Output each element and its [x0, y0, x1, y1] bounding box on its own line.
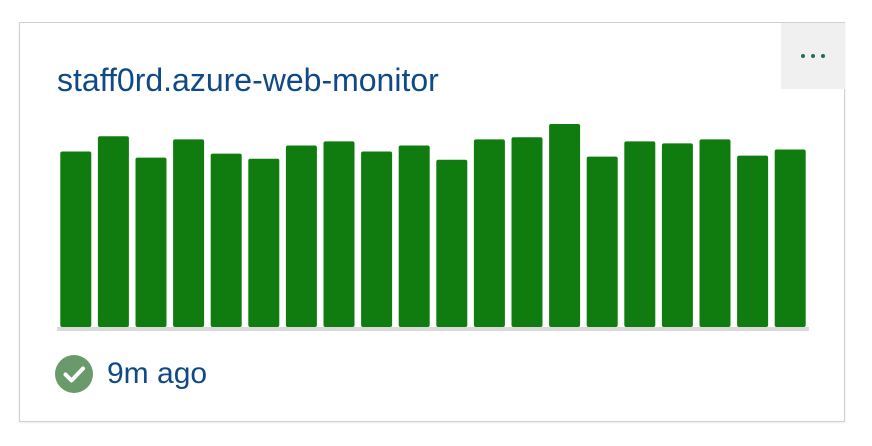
- more-options-button[interactable]: [781, 23, 845, 89]
- chart-bar[interactable]: [323, 141, 355, 327]
- chart-bar[interactable]: [661, 143, 693, 327]
- check-circle-icon: [55, 355, 93, 393]
- more-horizontal-icon: [801, 54, 825, 58]
- dot: [821, 54, 825, 58]
- chart-bar[interactable]: [436, 159, 468, 327]
- status-row: 9m ago: [55, 355, 207, 393]
- chart-bar[interactable]: [549, 124, 581, 328]
- chart-bar[interactable]: [60, 151, 92, 327]
- chart-bar[interactable]: [285, 145, 317, 327]
- chart-bar[interactable]: [774, 149, 806, 327]
- chart-bar[interactable]: [624, 141, 656, 327]
- chart-bar[interactable]: [473, 139, 505, 327]
- chart-bar[interactable]: [361, 151, 393, 327]
- chart-bar[interactable]: [511, 137, 543, 327]
- chart-bar[interactable]: [210, 153, 242, 327]
- chart-bar[interactable]: [699, 139, 731, 327]
- chart-bar[interactable]: [248, 158, 280, 327]
- chart-bar[interactable]: [398, 145, 430, 327]
- last-updated-text: 9m ago: [107, 357, 208, 390]
- dot: [801, 54, 805, 58]
- availability-bar-chart: [57, 124, 809, 331]
- chart-bar[interactable]: [135, 157, 167, 327]
- chart-bar[interactable]: [586, 156, 618, 327]
- dot: [811, 54, 815, 58]
- card-title[interactable]: staff0rd.azure-web-monitor: [57, 62, 439, 98]
- chart-bar[interactable]: [97, 136, 129, 327]
- chart-bar[interactable]: [737, 155, 769, 327]
- monitor-card[interactable]: staff0rd.azure-web-monitor 9m ago: [19, 22, 845, 422]
- chart-bar[interactable]: [173, 139, 205, 327]
- chart-baseline: [57, 327, 809, 331]
